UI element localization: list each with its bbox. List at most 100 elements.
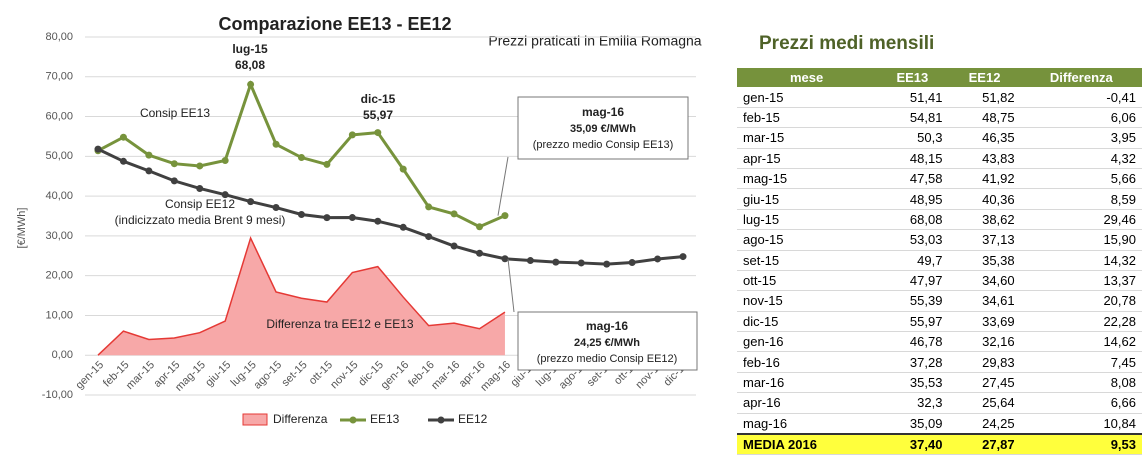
table-cell: 40,36 — [948, 188, 1021, 210]
table-cell: giu-15 — [737, 188, 877, 210]
chart-title: Comparazione EE13 - EE12 — [218, 14, 451, 34]
x-tick-label: giu-15 — [203, 359, 233, 389]
area-fill — [98, 238, 505, 356]
table-cell: 29,46 — [1020, 209, 1142, 231]
table-row: set-15 49,7 35,38 14,32 — [737, 250, 1142, 271]
table-cell: 8,08 — [1020, 372, 1142, 394]
marker — [348, 214, 356, 222]
table-cell: 51,41 — [876, 87, 949, 108]
annotation: mag-16 — [582, 105, 624, 119]
marker — [679, 253, 687, 261]
marker — [247, 80, 255, 88]
marker — [425, 233, 433, 241]
table-cell: apr-16 — [737, 392, 877, 414]
table-cell: 68,08 — [876, 209, 949, 231]
marker — [196, 184, 204, 192]
x-tick-label: gen-15 — [73, 359, 106, 392]
table-cell: 50,3 — [876, 127, 949, 149]
marker — [399, 223, 407, 231]
x-tick-label: set-15 — [280, 359, 310, 389]
table-row: gen-15 51,41 51,82 -0,41 — [737, 87, 1142, 108]
footer-row: MEDIA 2016 37,40 27,87 9,53 — [737, 433, 1142, 455]
x-tick-label: nov-15 — [328, 359, 360, 391]
table-row: nov-15 55,39 34,61 20,78 — [737, 290, 1142, 312]
table-cell: feb-15 — [737, 107, 877, 129]
marker — [196, 162, 204, 170]
table-cell: 13,37 — [1020, 270, 1142, 292]
table-cell: mar-15 — [737, 127, 877, 149]
annotation: Differenza tra EE12 e EE13 — [266, 317, 414, 331]
y-tick-label: 50,00 — [45, 150, 73, 162]
marker — [526, 257, 534, 265]
annotation: 35,09 €/MWh — [570, 123, 636, 135]
table-cell: feb-16 — [737, 351, 877, 373]
annotation: 24,25 €/MWh — [574, 337, 640, 349]
table-cell: 34,61 — [948, 290, 1021, 312]
marker — [119, 157, 127, 165]
footer-cell: MEDIA 2016 — [737, 433, 877, 455]
table-cell: 46,35 — [948, 127, 1021, 149]
marker — [501, 212, 509, 220]
table-cell: 6,06 — [1020, 107, 1142, 129]
page: {"chart_data": {"type": "line", "title":… — [15, 13, 1142, 455]
marker — [145, 167, 153, 175]
table-cell: 27,45 — [948, 372, 1021, 394]
series-line — [97, 147, 684, 266]
table-cell: 14,32 — [1020, 250, 1142, 271]
footer-cell: 37,40 — [876, 433, 949, 455]
table-cell: 37,13 — [948, 229, 1021, 251]
header-cell: Differenza — [1020, 68, 1142, 88]
table-cell: 35,38 — [948, 250, 1021, 271]
area-line — [97, 235, 506, 356]
table-row: mag-16 35,09 24,25 10,84 — [737, 413, 1142, 435]
marker — [170, 177, 178, 185]
annotation: lug-15 — [232, 42, 268, 56]
table-cell: 15,90 — [1020, 229, 1142, 251]
table-row: gen-16 46,78 32,16 14,62 — [737, 331, 1142, 353]
marker — [425, 203, 433, 211]
table-cell: 25,64 — [948, 392, 1021, 414]
table-cell: 4,32 — [1020, 148, 1142, 169]
marker — [476, 223, 484, 231]
table-row: apr-15 48,15 43,83 4,32 — [737, 148, 1142, 169]
marker — [654, 255, 662, 263]
table-cell: 43,83 — [948, 148, 1021, 169]
annotation-leader — [497, 156, 509, 216]
marker — [374, 129, 382, 137]
marker — [297, 210, 305, 218]
table-cell: 47,97 — [876, 270, 949, 292]
y-axis-label: [€/MWh] — [16, 208, 28, 249]
table-cell: ago-15 — [737, 229, 877, 251]
marker — [119, 133, 127, 141]
annotation-leader — [507, 258, 515, 313]
y-tick-label: 40,00 — [45, 190, 73, 202]
table-cell: nov-15 — [737, 290, 877, 312]
annotation: (prezzo medio Consip EE13) — [533, 139, 674, 151]
marker — [323, 214, 331, 222]
marker — [577, 259, 585, 267]
table-cell: 48,15 — [876, 148, 949, 169]
marker — [450, 210, 458, 218]
table-cell: dic-15 — [737, 311, 877, 333]
annotation-box — [517, 96, 689, 160]
x-tick-label: mar-16 — [429, 359, 462, 392]
y-tick-label: 10,00 — [45, 309, 73, 321]
marker — [450, 242, 458, 250]
annotation: Consip EE13 — [140, 106, 210, 120]
y-tick-label: 20,00 — [45, 270, 73, 282]
table-row: feb-15 54,81 48,75 6,06 — [737, 107, 1142, 129]
table-cell: 20,78 — [1020, 290, 1142, 312]
table-cell: ott-15 — [737, 270, 877, 292]
table-cell: 38,62 — [948, 209, 1021, 231]
table-cell: 33,69 — [948, 311, 1021, 333]
table-cell: 49,7 — [876, 250, 949, 271]
marker — [221, 157, 229, 165]
annotation: Consip EE12 — [165, 197, 235, 211]
table-cell: mag-16 — [737, 413, 877, 435]
table-cell: lug-15 — [737, 209, 877, 231]
y-tick-label: 70,00 — [45, 71, 73, 83]
table-row: lug-15 68,08 38,62 29,46 — [737, 209, 1142, 231]
x-tick-label: gen-16 — [379, 359, 412, 392]
table-cell: 48,75 — [948, 107, 1021, 129]
table-title: Prezzi medi mensili — [759, 33, 935, 54]
